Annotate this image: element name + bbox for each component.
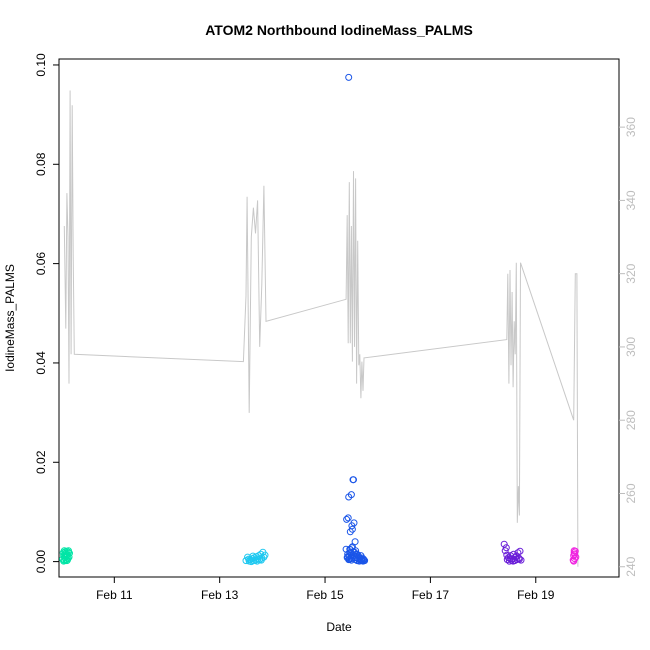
- data-point: [61, 552, 69, 560]
- data-point: [348, 525, 356, 533]
- y2-tick-label: 260: [624, 483, 638, 503]
- x-axis-label: Date: [326, 620, 352, 634]
- data-point: [570, 557, 578, 565]
- data-point: [571, 550, 579, 558]
- secondary-y-axis: 240 260 280 300 320 340 360: [619, 117, 638, 577]
- data-point: [350, 519, 358, 527]
- y2-tick-label: 320: [624, 263, 638, 283]
- y2-tick-label: 240: [624, 556, 638, 576]
- data-point: [343, 515, 351, 523]
- x-tick-label: Feb 19: [517, 588, 555, 602]
- data-point: [570, 547, 578, 555]
- data-point: [361, 557, 369, 565]
- data-point: [65, 547, 72, 555]
- y2-tick-label: 340: [624, 190, 638, 210]
- data-point: [63, 556, 71, 564]
- data-point: [513, 556, 521, 564]
- y-tick-label: 0.00: [34, 550, 48, 574]
- data-point: [353, 550, 361, 558]
- y-tick-label: 0.06: [34, 252, 48, 276]
- plot-frame: [58, 58, 620, 578]
- x-tick-label: Feb 15: [306, 588, 344, 602]
- points-layer: [59, 73, 580, 566]
- line-layer: [63, 90, 579, 567]
- y-tick-label: 0.10: [34, 53, 48, 77]
- data-point: [345, 73, 353, 81]
- data-point: [347, 491, 355, 499]
- data-point: [261, 551, 269, 559]
- x-tick-label: Feb 13: [201, 588, 239, 602]
- data-point: [345, 552, 353, 560]
- data-point: [351, 548, 358, 556]
- data-point: [509, 557, 517, 565]
- chart-title: ATOM2 Northbound IodineMass_PALMS: [205, 22, 473, 38]
- data-point: [515, 555, 523, 563]
- secondary-line-series: [63, 90, 579, 567]
- data-point: [502, 544, 510, 552]
- data-point: [517, 556, 525, 564]
- x-tick-label: Feb 17: [412, 588, 450, 602]
- y2-tick-label: 280: [624, 410, 638, 430]
- y-tick-label: 0.02: [34, 450, 48, 474]
- data-point: [253, 557, 261, 565]
- data-point: [516, 547, 524, 555]
- y2-tick-label: 360: [624, 117, 638, 137]
- data-point: [257, 556, 265, 564]
- data-point: [249, 552, 257, 560]
- data-point: [501, 547, 509, 555]
- y-tick-label: 0.08: [34, 152, 48, 176]
- data-point: [350, 476, 357, 484]
- y-axis: 0.00 0.02 0.04 0.06 0.08 0.10: [34, 53, 59, 573]
- y2-tick-label: 300: [624, 337, 638, 357]
- y-axis-label: IodineMass_PALMS: [3, 264, 17, 372]
- x-tick-label: Feb 11: [96, 588, 133, 602]
- x-axis: Feb 11 Feb 13 Feb 15 Feb 17 Feb 19: [96, 577, 555, 602]
- data-point: [500, 540, 508, 548]
- data-point: [344, 514, 352, 522]
- y-tick-label: 0.04: [34, 351, 48, 375]
